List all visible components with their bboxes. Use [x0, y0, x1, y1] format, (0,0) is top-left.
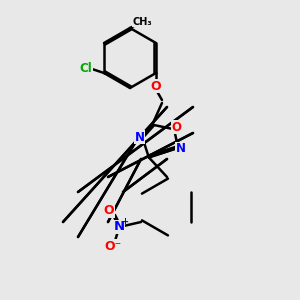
Text: O⁻: O⁻	[104, 239, 122, 253]
Text: CH₃: CH₃	[132, 17, 152, 27]
Text: N: N	[134, 130, 144, 144]
Text: O: O	[171, 121, 181, 134]
Text: O: O	[151, 80, 161, 92]
Text: N: N	[113, 220, 124, 233]
Text: N: N	[176, 142, 186, 155]
Text: Cl: Cl	[80, 61, 92, 74]
Text: O: O	[104, 205, 114, 218]
Text: +: +	[122, 217, 128, 226]
